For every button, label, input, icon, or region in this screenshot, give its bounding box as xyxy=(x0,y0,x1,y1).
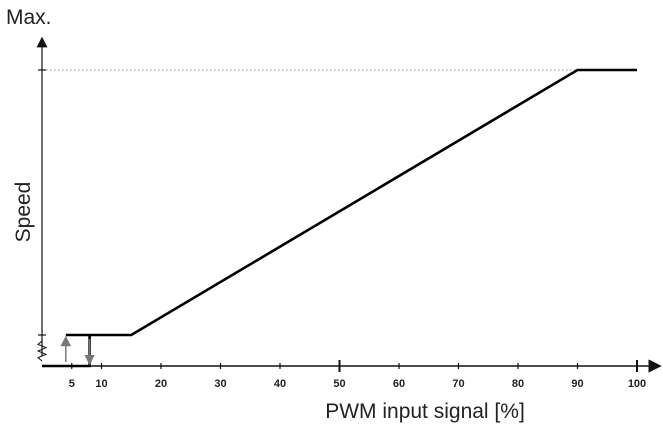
x-axis-tick-labels: 5 10 20 30 40 50 60 70 80 90 100 xyxy=(69,378,646,390)
x-tick-label-90: 90 xyxy=(571,378,583,390)
x-tick-label-5: 5 xyxy=(69,378,75,390)
x-axis-label: PWM input signal [%] xyxy=(325,400,525,423)
x-axis-ticks xyxy=(71,360,638,372)
y-axis-label: Speed xyxy=(12,182,35,243)
x-tick-label-80: 80 xyxy=(512,378,524,390)
x-tick-label-70: 70 xyxy=(452,378,464,390)
x-tick-label-60: 60 xyxy=(393,378,405,390)
x-tick-label-100: 100 xyxy=(628,378,646,390)
x-tick-label-30: 30 xyxy=(214,378,226,390)
speed-curve xyxy=(42,68,637,368)
y-max-label: Max. xyxy=(6,6,52,29)
x-tick-label-40: 40 xyxy=(274,378,286,390)
x-tick-label-20: 20 xyxy=(155,378,167,390)
y-axis-break-zigzag xyxy=(36,340,48,362)
x-tick-label-10: 10 xyxy=(95,378,107,390)
x-tick-label-50: 50 xyxy=(333,378,345,390)
